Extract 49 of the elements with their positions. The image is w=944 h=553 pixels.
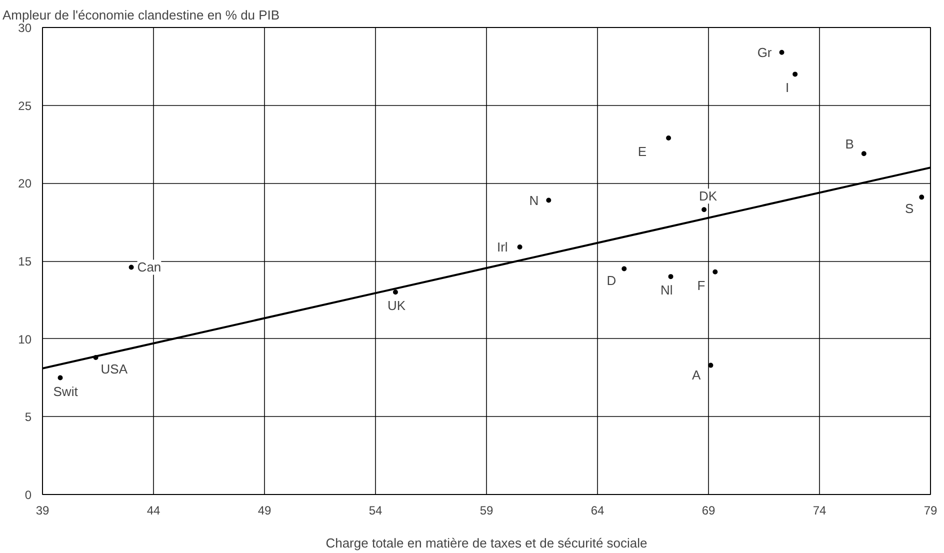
point: [622, 266, 627, 272]
annotation: S: [904, 201, 914, 216]
annotation: D: [606, 272, 616, 288]
annotation: Can: [137, 260, 162, 275]
point: [666, 136, 672, 141]
x-tick-label: 44: [146, 504, 160, 518]
annotation: Swit: [53, 384, 78, 399]
x-axis-title: Charge totale en matière de taxes et de sécurité sociale: [326, 536, 648, 550]
point: [702, 207, 707, 212]
point: [517, 244, 522, 250]
point: [708, 362, 714, 368]
annotation: I: [785, 80, 790, 96]
y-tick-label: 15: [18, 254, 32, 268]
point: [712, 269, 718, 274]
point: [779, 50, 784, 55]
x-tick-label: 59: [480, 504, 494, 518]
point: [792, 72, 798, 77]
point: [919, 194, 924, 200]
point: [668, 274, 674, 280]
x-tick-label: 79: [924, 504, 938, 518]
y-tick-label: 30: [18, 21, 32, 35]
x-tick-label: 49: [258, 504, 272, 518]
annotation: USA: [100, 362, 128, 377]
annotation: A: [692, 367, 702, 382]
annotation: E: [638, 144, 647, 160]
y-tick-label: 0: [24, 488, 32, 502]
x-tick-label: 39: [36, 504, 50, 518]
point: [58, 375, 63, 380]
y-tick-label: 10: [18, 332, 32, 346]
x-tick-label: 54: [368, 504, 382, 518]
y-tick-label: 5: [24, 410, 32, 424]
y-axis-title: Ampleur de l'économie clandestine en % du PIB: [2, 8, 280, 22]
point: [546, 198, 552, 203]
point: [128, 264, 134, 270]
annotation: Irl: [496, 239, 508, 254]
annotation: B: [845, 136, 854, 152]
point: [861, 151, 866, 156]
annotation: DK: [699, 188, 718, 204]
x-tick-label: 69: [702, 504, 716, 518]
annotation: F: [697, 278, 706, 293]
point: [392, 290, 398, 295]
x-tick-label: 64: [590, 504, 604, 518]
x-tick-label: 74: [812, 504, 826, 518]
annotation: Gr: [757, 44, 772, 60]
annotation: Nl: [660, 282, 673, 298]
annotation: UK: [387, 298, 406, 314]
annotation: N: [529, 192, 539, 208]
y-tick-label: 25: [18, 98, 32, 113]
y-tick-label: 20: [18, 176, 32, 191]
